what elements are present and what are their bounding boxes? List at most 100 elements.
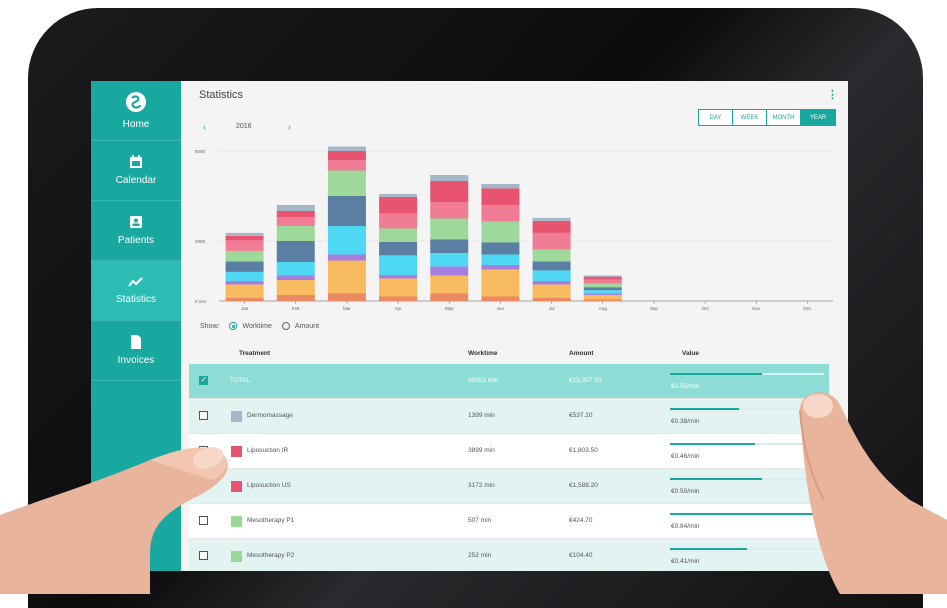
sidebar-item-home[interactable]: Home: [91, 81, 181, 141]
treatment-name: Liposuction IR: [247, 447, 289, 454]
value-bar: [670, 513, 824, 515]
table-row[interactable]: Dermomassage 1399 min €537.10 €0.38/min: [189, 399, 829, 434]
bar-segment: [430, 266, 469, 276]
sidebar-item-label: Statistics: [115, 294, 156, 305]
treatment-name: Mesotherapy P1: [247, 517, 295, 524]
range-week-button[interactable]: WEEK: [733, 110, 767, 125]
row-checkbox[interactable]: [199, 481, 208, 490]
bar-segment: [327, 196, 366, 226]
bar-segment: [481, 296, 520, 301]
bar-segment: [430, 239, 469, 253]
table-row-total[interactable]: TOTAL 30953 min €15,357.50 €0.50/min: [189, 364, 829, 399]
value-bar: [670, 373, 824, 375]
row-checkbox[interactable]: [199, 411, 208, 420]
bar-segment: [583, 283, 622, 288]
range-day-button[interactable]: DAY: [699, 110, 733, 125]
bar-segment: [327, 293, 366, 301]
bar-segment: [379, 278, 418, 297]
amount-value: €537.10: [569, 412, 593, 419]
bar-segment: [327, 254, 366, 261]
bar-segment: [276, 275, 315, 280]
value-bar: [670, 478, 824, 480]
bar-segment: [276, 280, 315, 295]
amount-value: €1,803.50: [569, 447, 598, 454]
bar-segment: [583, 295, 622, 300]
table-header: Treatment Worktime Amount Value: [181, 345, 848, 363]
show-toggle: Show: Worktime Amount: [200, 322, 319, 330]
worktime-value: 3172 min: [468, 482, 495, 489]
x-tick-label: Apr: [395, 306, 403, 311]
row-checkbox[interactable]: [199, 375, 208, 385]
bar-segment: [225, 240, 264, 251]
amount-radio[interactable]: [281, 322, 290, 330]
x-tick-label: Dec: [803, 306, 812, 311]
bar-segment: [583, 287, 622, 291]
prev-year-icon[interactable]: ‹: [203, 122, 206, 132]
table-row[interactable]: Liposuction IR 3899 min €1,803.50 €0.46/…: [189, 434, 829, 469]
x-tick-label: Jul: [549, 306, 555, 311]
bar-segment: [379, 296, 418, 301]
value-per-min: €0.41/min: [671, 558, 700, 565]
bar-segment: [481, 254, 520, 265]
row-checkbox[interactable]: [199, 446, 208, 455]
treatment-color-swatch: [231, 446, 242, 457]
treatment-name: Mesotherapy P2: [247, 552, 295, 559]
bar-segment: [430, 202, 469, 219]
table-row[interactable]: Liposuction US 3172 min €1,588.20 €0.50/…: [189, 469, 829, 504]
bar-segment: [481, 265, 520, 270]
bar-segment: [379, 274, 418, 279]
treatment-color-swatch: [231, 481, 242, 492]
bar-segment: [532, 280, 571, 285]
amount-value: €424.70: [569, 517, 593, 524]
bar-segment: [379, 241, 418, 256]
bar-segment: [276, 226, 315, 241]
worktime-radio[interactable]: [229, 322, 238, 330]
bar-segment: [532, 284, 571, 298]
bar-segment: [379, 193, 418, 197]
bar-segment: [481, 188, 520, 205]
bar-segment: [379, 196, 418, 214]
bar-segment: [583, 293, 622, 295]
bar-segment: [327, 151, 366, 160]
x-tick-label: May: [445, 306, 454, 311]
main-content: Statistics ⋮ DAY WEEK MONTH YEAR ‹ 2016 …: [181, 81, 848, 571]
next-year-icon[interactable]: ›: [288, 122, 291, 132]
row-checkbox[interactable]: [199, 516, 208, 525]
bar-segment: [583, 279, 622, 284]
x-tick-label: Oct: [702, 306, 710, 311]
chart-line-icon: [128, 277, 143, 287]
x-tick-label: Jan: [241, 306, 249, 311]
range-year-button[interactable]: YEAR: [801, 110, 835, 125]
sidebar-item-patients[interactable]: Patients: [91, 201, 181, 261]
table-row[interactable]: Mesotherapy P2 252 min €104.40 €0.41/min: [189, 539, 829, 571]
bar-segment: [225, 284, 264, 298]
bar-segment: [430, 218, 469, 240]
more-menu-icon[interactable]: ⋮: [827, 89, 838, 101]
bar-segment: [481, 221, 520, 243]
sidebar-item-invoices[interactable]: Invoices: [91, 321, 181, 381]
bar-segment: [327, 146, 366, 151]
range-month-button[interactable]: MONTH: [767, 110, 801, 125]
x-tick-label: Jun: [497, 306, 505, 311]
bar-segment: [225, 271, 264, 281]
y-tick-label: 2000: [195, 239, 206, 244]
bar-segment: [532, 249, 571, 262]
sidebar-item-statistics[interactable]: Statistics: [91, 261, 181, 321]
worktime-option-label: Worktime: [242, 322, 272, 330]
table-row[interactable]: Mesotherapy P1 507 min €424.70 €0.84/min: [189, 504, 829, 539]
treatment-header: Treatment: [239, 350, 271, 357]
bar-segment: [430, 293, 469, 301]
page-title: Statistics: [199, 89, 244, 101]
bar-segment: [379, 255, 418, 275]
row-checkbox[interactable]: [199, 551, 208, 560]
sidebar: Home Calendar Patients Statistics: [91, 81, 181, 571]
bar-segment: [276, 241, 315, 262]
sidebar-item-label: Invoices: [117, 355, 155, 366]
bar-segment: [481, 242, 520, 255]
bar-segment: [583, 276, 622, 280]
sidebar-item-calendar[interactable]: Calendar: [91, 141, 181, 201]
value-bar: [670, 408, 824, 410]
bar-segment: [583, 299, 622, 301]
bar-segment: [327, 260, 366, 294]
worktime-value: 507 min: [468, 517, 492, 524]
